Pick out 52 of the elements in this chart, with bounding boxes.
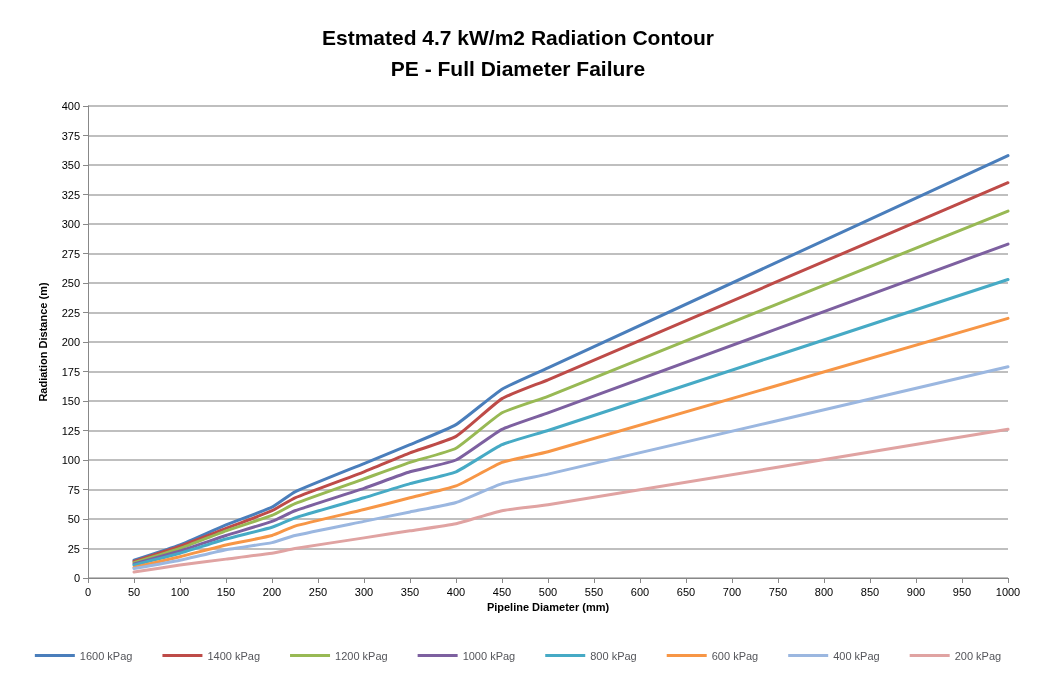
x-tick-label: 500 — [538, 585, 558, 598]
y-axis-title: Radiation Distance (m) — [36, 282, 49, 402]
y-tick-label: 325 — [61, 188, 80, 201]
y-tick-label: 125 — [61, 424, 80, 437]
x-tick-label: 650 — [676, 585, 696, 598]
legend-label: 1200 kPag — [335, 649, 388, 662]
x-tick-label: 700 — [722, 585, 742, 598]
y-tick-label: 50 — [67, 513, 80, 525]
y-tick-label: 100 — [61, 454, 80, 466]
y-tick-label: 350 — [61, 159, 80, 171]
legend-label: 200 kPag — [954, 649, 1002, 662]
x-tick-label: 350 — [400, 585, 420, 598]
chart-subtitle: PE - Full Diameter Failure — [390, 57, 646, 80]
chart-title: Estmated 4.7 kW/m2 Radiation Contour — [321, 26, 715, 49]
x-tick-label: 400 — [446, 585, 466, 598]
x-tick-label: 100 — [170, 585, 190, 598]
line-series — [132, 365, 1010, 571]
y-tick-label: 400 — [61, 100, 80, 112]
x-tick-label: 550 — [584, 585, 604, 598]
legend-label: 1400 kPag — [207, 649, 261, 662]
x-tick-label: 450 — [492, 585, 512, 598]
x-tick-label: 750 — [768, 585, 788, 598]
y-tick-label: 200 — [61, 336, 80, 348]
x-tick-label: 300 — [354, 585, 374, 598]
y-tick-label: 75 — [67, 483, 80, 496]
y-tick-label: 175 — [61, 365, 80, 378]
x-tick-label: 0 — [84, 585, 92, 598]
y-tick-label: 275 — [61, 247, 80, 260]
y-tick-label: 0 — [73, 572, 80, 584]
y-tick-label: 300 — [61, 218, 80, 230]
y-tick-label: 25 — [67, 542, 80, 555]
x-tick-label: 950 — [952, 585, 972, 598]
x-tick-label: 250 — [308, 585, 328, 598]
x-tick-label: 600 — [630, 585, 650, 598]
x-tick-label: 50 — [127, 585, 141, 598]
x-axis-title: Pipeline Diameter (mm) — [486, 601, 610, 614]
x-tick-label: 900 — [906, 585, 926, 598]
legend-label: 600 kPag — [711, 649, 759, 662]
y-tick-label: 150 — [61, 395, 80, 407]
x-tick-label: 200 — [262, 585, 282, 598]
y-tick-label: 225 — [61, 306, 80, 319]
x-tick-label: 150 — [216, 585, 236, 598]
line-series — [132, 427, 1010, 574]
x-tick-label: 800 — [814, 585, 834, 598]
x-tick-label: 1000 — [995, 585, 1021, 598]
legend-label: 400 kPag — [833, 649, 880, 662]
legend-label: 1000 kPag — [462, 649, 516, 662]
x-tick-label: 850 — [860, 585, 880, 598]
y-tick-label: 250 — [61, 277, 80, 289]
legend-label: 800 kPag — [590, 649, 637, 662]
legend-label: 1600 kPag — [79, 649, 133, 662]
y-tick-label: 375 — [61, 129, 80, 142]
